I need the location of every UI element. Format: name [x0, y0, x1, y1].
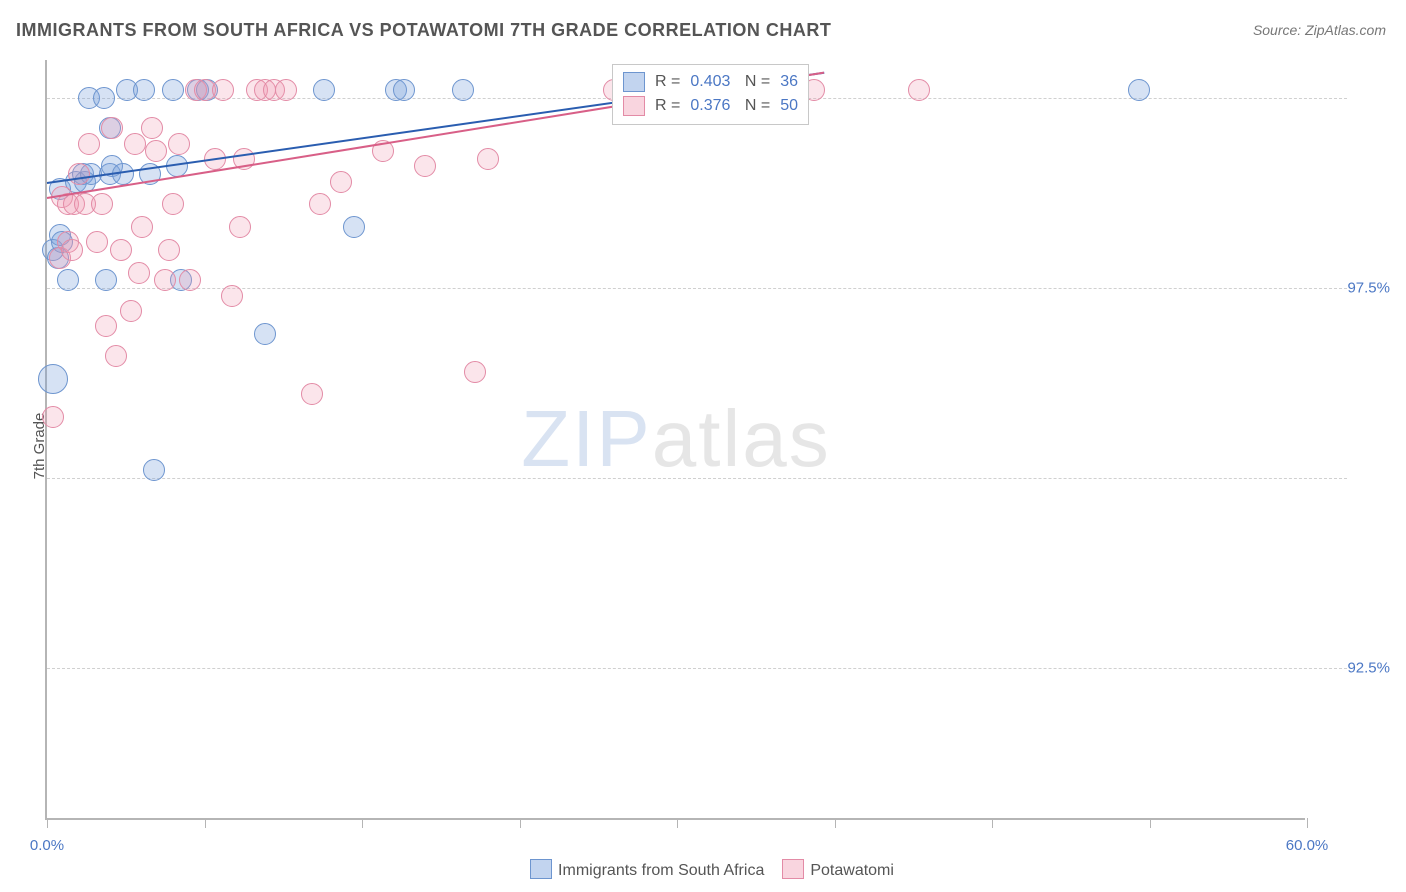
legend-row: R = 0.403 N = 36 — [623, 70, 798, 94]
data-point — [254, 323, 276, 345]
data-point — [168, 133, 190, 155]
data-point — [57, 269, 79, 291]
data-point — [301, 383, 323, 405]
data-point — [162, 79, 184, 101]
data-point — [68, 163, 90, 185]
data-point — [101, 117, 123, 139]
y-tick-label: 97.5% — [1320, 280, 1390, 297]
data-point — [414, 155, 436, 177]
legend-r-label: R = — [655, 73, 680, 91]
data-point — [124, 133, 146, 155]
data-point — [330, 171, 352, 193]
data-point — [343, 216, 365, 238]
gridline — [47, 288, 1347, 289]
legend-n-value: 50 — [780, 97, 798, 115]
data-point — [95, 269, 117, 291]
legend-swatch — [530, 859, 552, 879]
data-point — [464, 361, 486, 383]
x-tick — [520, 818, 521, 828]
source-attribution: Source: ZipAtlas.com — [1253, 22, 1386, 38]
data-point — [452, 79, 474, 101]
data-point — [95, 315, 117, 337]
data-point — [145, 140, 167, 162]
data-point — [38, 364, 68, 394]
x-tick-label: 0.0% — [30, 837, 64, 854]
data-point — [91, 193, 113, 215]
legend-series-label: Immigrants from South Africa — [558, 862, 764, 879]
data-point — [221, 285, 243, 307]
gridline — [47, 668, 1347, 669]
data-point — [162, 193, 184, 215]
bottom-legend: Immigrants from South Africa Potawatomi — [0, 859, 1406, 880]
x-tick — [1307, 818, 1308, 828]
data-point — [908, 79, 930, 101]
y-tick-label: 92.5% — [1320, 660, 1390, 677]
watermark-part2: atlas — [652, 394, 831, 483]
data-point — [78, 133, 100, 155]
x-tick — [835, 818, 836, 828]
data-point — [128, 262, 150, 284]
data-point — [131, 216, 153, 238]
data-point — [179, 269, 201, 291]
data-point — [212, 79, 234, 101]
data-point — [42, 406, 64, 428]
data-point — [141, 117, 163, 139]
data-point — [105, 345, 127, 367]
gridline — [47, 478, 1347, 479]
data-point — [158, 239, 180, 261]
data-point — [143, 459, 165, 481]
legend-r-value: 0.403 — [690, 73, 730, 91]
x-tick-label: 60.0% — [1286, 837, 1329, 854]
data-point — [133, 79, 155, 101]
chart-container: IMMIGRANTS FROM SOUTH AFRICA VS POTAWATO… — [0, 0, 1406, 892]
x-tick — [205, 818, 206, 828]
legend-swatch — [623, 72, 645, 92]
data-point — [110, 239, 132, 261]
x-tick — [992, 818, 993, 828]
data-point — [120, 300, 142, 322]
data-point — [309, 193, 331, 215]
data-point — [154, 269, 176, 291]
legend-n-value: 36 — [780, 73, 798, 91]
data-point — [61, 239, 83, 261]
plot-area: ZIPatlas 92.5%97.5%0.0%60.0%R =0.403 N =… — [45, 60, 1305, 820]
legend-row: R = 0.376 N = 50 — [623, 94, 798, 118]
legend-r-label: R = — [655, 97, 680, 115]
data-point — [229, 216, 251, 238]
data-point — [275, 79, 297, 101]
x-tick — [677, 818, 678, 828]
data-point — [393, 79, 415, 101]
data-point — [1128, 79, 1150, 101]
watermark-part1: ZIP — [521, 394, 651, 483]
legend-swatch — [623, 96, 645, 116]
x-tick — [362, 818, 363, 828]
legend-series-label: Potawatomi — [810, 862, 894, 879]
legend-r-value: 0.376 — [690, 97, 730, 115]
legend-swatch — [782, 859, 804, 879]
data-point — [93, 87, 115, 109]
data-point — [477, 148, 499, 170]
correlation-legend: R = 0.403 N = 36 R = 0.376 N = 50 — [612, 64, 809, 125]
legend-n-label: N = — [740, 73, 770, 91]
x-tick — [47, 818, 48, 828]
x-tick — [1150, 818, 1151, 828]
watermark: ZIPatlas — [521, 393, 830, 485]
chart-title: IMMIGRANTS FROM SOUTH AFRICA VS POTAWATO… — [16, 20, 831, 41]
legend-n-label: N = — [740, 97, 770, 115]
data-point — [313, 79, 335, 101]
data-point — [86, 231, 108, 253]
